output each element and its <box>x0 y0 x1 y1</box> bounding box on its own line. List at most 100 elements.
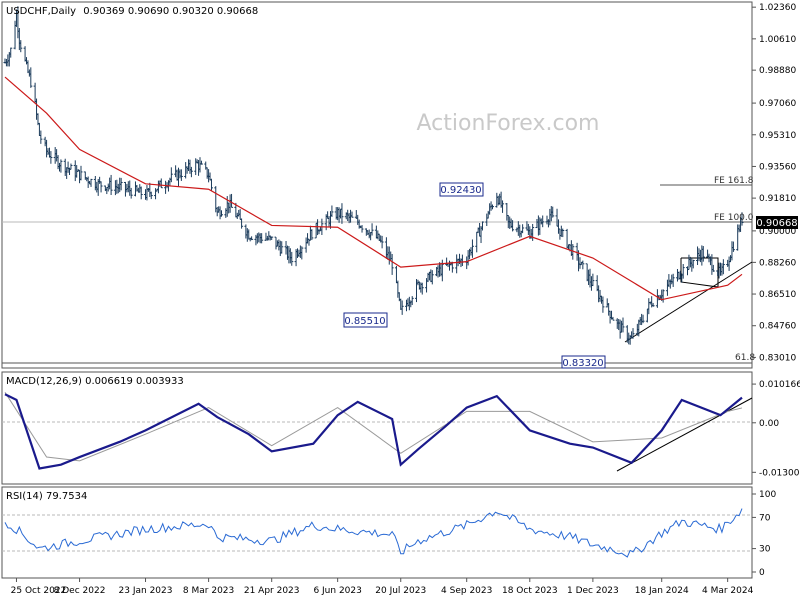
price-bar <box>581 260 585 270</box>
macd-trendline <box>616 397 753 472</box>
macd-panel-frame <box>1 371 753 485</box>
price-bar <box>651 302 655 307</box>
current-price-box <box>756 216 798 229</box>
macd-tick-label: -0.013006 <box>759 468 800 478</box>
macd-line <box>4 393 743 470</box>
price-bar <box>119 177 123 191</box>
price-bar <box>99 181 103 193</box>
fib618-label: 61.8 <box>735 353 755 363</box>
price-bar <box>149 191 153 200</box>
price-bar <box>179 169 183 181</box>
price-bars <box>3 6 744 345</box>
symbol-timeframe: USDCHF,Daily <box>6 6 76 17</box>
price-bar <box>29 67 33 88</box>
price-bar <box>390 253 394 275</box>
price-bar <box>89 178 93 187</box>
price-bar <box>631 328 635 339</box>
price-tick-label: 0.97060 <box>759 99 796 109</box>
x-tick-label: 4 Mar 2024 <box>702 586 754 596</box>
price-bar <box>9 47 13 58</box>
price-bar <box>290 251 294 266</box>
price-bar <box>250 236 254 241</box>
price-tick-label: 1.02360 <box>759 3 796 13</box>
price-tick-label: 0.88260 <box>759 258 796 268</box>
price-bar <box>109 174 113 195</box>
price-bar <box>571 244 575 260</box>
price-bar <box>470 239 474 258</box>
rsi-tick-label: 70 <box>759 513 771 523</box>
price-tick-label: 0.84760 <box>759 322 796 332</box>
ohlc-header: USDCHF,Daily 0.90369 0.90690 0.90320 0.9… <box>6 6 258 17</box>
price-bar <box>661 289 665 303</box>
price-bar <box>450 261 454 273</box>
price-bar <box>300 246 304 260</box>
price-bar <box>169 167 173 183</box>
price-bar <box>330 205 334 217</box>
price-bar <box>230 193 234 208</box>
price-trendline <box>624 261 753 343</box>
price-bar <box>49 151 53 164</box>
price-bar <box>591 273 595 287</box>
x-tick-label: 23 Jan 2023 <box>119 586 173 596</box>
price-tick-label: 0.83010 <box>759 353 796 363</box>
price-bar <box>39 130 43 144</box>
y-axes: 1.02360 1.00610 0.98880 0.97060 0.95310 0.935… <box>752 3 800 578</box>
price-bar <box>561 228 565 238</box>
price-bar <box>611 316 615 321</box>
x-tick-label: 4 Sep 2023 <box>441 586 492 596</box>
x-tick-label: 18 Jan 2024 <box>635 586 689 596</box>
ohlc-values: 0.90369 0.90690 0.90320 0.90668 <box>83 6 258 17</box>
price-bar <box>721 259 725 275</box>
rsi-line <box>4 508 743 558</box>
macd-lines <box>4 392 743 470</box>
price-bar <box>220 210 224 217</box>
macd-tick-label: 0.00 <box>759 419 779 429</box>
macd-tick-label: 0.010166 <box>759 380 800 390</box>
price-bar <box>511 220 515 232</box>
x-tick-label: 6 Jun 2023 <box>313 586 361 596</box>
price-bar <box>541 215 545 228</box>
price-bar <box>240 218 244 229</box>
low2-label: 0.83320 <box>562 358 603 369</box>
price-tick-label: 0.93560 <box>759 162 796 172</box>
rsi-panel-frame <box>1 486 753 579</box>
price-bar <box>521 224 525 234</box>
price-bar <box>59 159 63 173</box>
price-bar <box>740 212 744 226</box>
price-bar <box>531 223 535 241</box>
x-tick-label: 21 Apr 2023 <box>244 586 300 596</box>
price-bar <box>199 160 203 165</box>
price-bar <box>380 235 384 249</box>
price-bar <box>400 300 404 315</box>
rsi-tick-label: 30 <box>759 545 771 555</box>
rsi-title: RSI(14) 79.7534 <box>6 491 87 502</box>
moving-average-line <box>4 76 743 301</box>
high-label-box <box>439 182 484 197</box>
low1-label: 0.85510 <box>344 316 385 327</box>
macd-title: MACD(12,26,9) 0.006619 0.003933 <box>6 376 184 387</box>
watermark: ActionForex.com <box>417 111 600 136</box>
price-bar <box>671 273 675 287</box>
x-tick-label: 25 Oct 2022 <box>11 586 67 596</box>
price-bar <box>480 221 484 231</box>
price-tick-label: 0.86510 <box>759 290 796 300</box>
x-tick-label: 20 Jul 2023 <box>375 586 426 596</box>
price-bar <box>310 229 314 241</box>
price-bar <box>340 203 344 224</box>
price-bar <box>260 233 264 244</box>
moving-average <box>4 76 743 301</box>
price-tick-label: 0.90000 <box>759 227 796 237</box>
price-tick-label: 1.00610 <box>759 35 796 45</box>
current-price-label: 0.90668 <box>756 218 797 229</box>
fe100-label: FE 100.0 <box>714 213 754 223</box>
price-bar <box>69 163 73 170</box>
price-bar <box>701 246 705 262</box>
signal-line <box>4 392 743 462</box>
x-tick-label: 8 Dec 2022 <box>54 586 106 596</box>
price-bar <box>501 200 505 213</box>
price-bar <box>209 178 213 192</box>
rsi-tick-label: 100 <box>759 490 776 500</box>
price-bar <box>621 317 625 333</box>
price-bar <box>691 259 695 269</box>
